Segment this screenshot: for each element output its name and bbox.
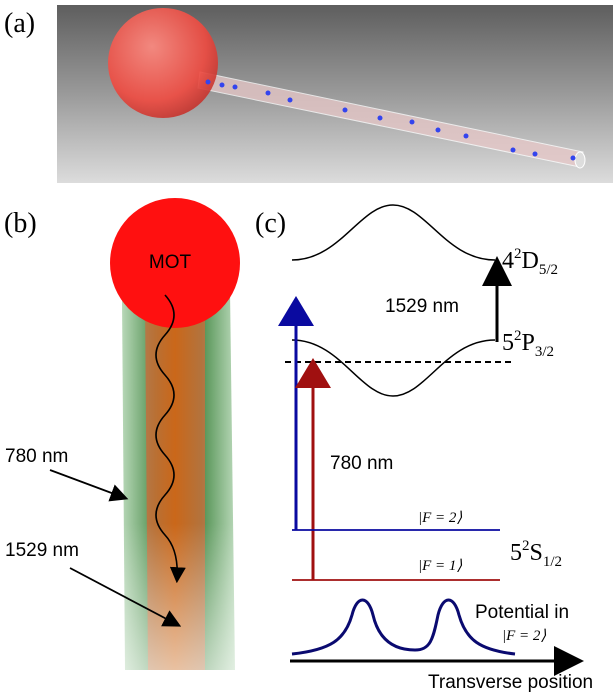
trap-potential [291, 598, 516, 656]
sub: 5/2 [539, 262, 558, 278]
sup: 2 [514, 328, 522, 344]
mot-sphere [108, 8, 218, 118]
beam-label: 780 nm [5, 446, 68, 467]
fiber-end [574, 151, 586, 169]
sub: 3/2 [535, 344, 554, 360]
beam-label: 1529 nm [5, 540, 79, 561]
transition-label: 1529 nm [385, 296, 459, 317]
middle-potential [291, 339, 496, 397]
panel-label: (c) [255, 208, 286, 239]
level-label: 42D5/2 [502, 246, 558, 278]
n: 5 [502, 330, 514, 356]
transition-label: 780 nm [330, 453, 393, 474]
panel-label: (b) [4, 208, 37, 239]
atom-path [155, 294, 186, 584]
axis-label: Transverse position [428, 672, 593, 692]
potential-label: Potential in [475, 602, 569, 623]
sub: 1/2 [543, 554, 562, 570]
n: 5 [510, 540, 522, 566]
potential-state: |F = 2⟩ [502, 628, 546, 644]
state-label: |F = 2⟩ [418, 510, 462, 526]
pointer-arrow [49, 469, 129, 502]
sup: 2 [522, 538, 530, 554]
panel-label: (a) [4, 8, 35, 39]
pointer-arrow [69, 567, 182, 627]
state-label: |F = 1⟩ [418, 558, 462, 574]
mot-cloud [110, 198, 240, 328]
n: 4 [502, 248, 514, 274]
mot-label: MOT [149, 252, 192, 273]
level-label: 52P3/2 [502, 328, 554, 360]
letter: P [522, 330, 535, 356]
level-label: 52S1/2 [510, 538, 562, 570]
beam-fade [110, 300, 240, 672]
sup: 2 [514, 246, 522, 262]
upper-potential [291, 204, 496, 261]
atoms [205, 79, 576, 161]
letter: S [530, 540, 543, 566]
letter: D [522, 248, 539, 274]
